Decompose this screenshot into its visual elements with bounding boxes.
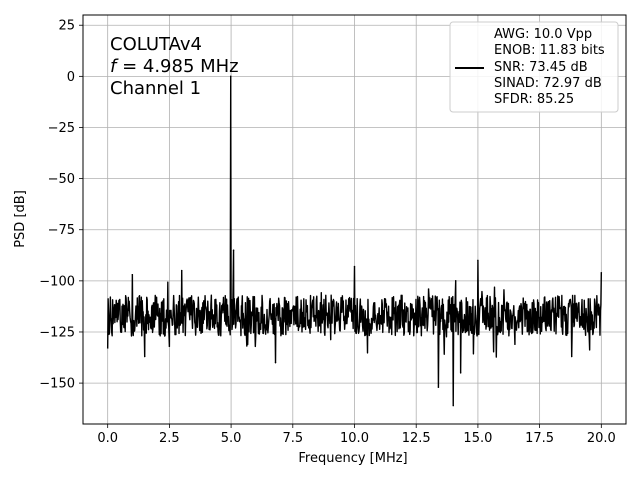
x-tick-label: 20.0 xyxy=(587,431,616,446)
peak-point xyxy=(353,265,356,268)
dip-point xyxy=(571,355,573,358)
y-tick-label: −125 xyxy=(39,325,75,340)
x-axis-label: Frequency [MHz] xyxy=(298,451,407,466)
dip-point xyxy=(514,343,516,345)
x-tick-label: 17.5 xyxy=(525,431,554,446)
peak-point xyxy=(232,249,235,251)
x-tick-label: 10.0 xyxy=(340,431,369,446)
peak-point xyxy=(181,269,183,272)
x-tick-label: 7.5 xyxy=(282,431,303,446)
y-axis-ticks: 25 0 −25 −50 −75 −100 −125 −150 xyxy=(39,19,83,392)
peak-point xyxy=(600,271,603,274)
peak-point xyxy=(230,75,232,78)
annotation-line-2: f = 4.985 MHz xyxy=(110,56,239,77)
legend-entry-awg: AWG: 10.0 Vpp xyxy=(494,27,592,42)
legend-box xyxy=(449,21,619,113)
series-area xyxy=(106,75,603,407)
dip-point xyxy=(437,386,440,388)
y-tick-label: −150 xyxy=(39,377,75,392)
peak-point xyxy=(427,288,430,290)
y-tick-label: −100 xyxy=(39,274,75,289)
annotation-line-3: Channel 1 xyxy=(110,78,201,99)
annotation-italic-f: f xyxy=(110,56,119,77)
x-tick-label: 0.0 xyxy=(97,431,118,446)
legend-entry-snr: SNR: 73.45 dB xyxy=(494,60,588,75)
x-axis-ticks: 0.0 2.5 5.0 7.5 10.0 12.5 15.0 17.5 20.0 xyxy=(97,424,616,446)
y-tick-label: 25 xyxy=(58,19,75,34)
y-tick-label: 0 xyxy=(67,70,75,85)
x-tick-label: 15.0 xyxy=(463,431,492,446)
y-tick-label: −50 xyxy=(48,172,75,187)
peak-point xyxy=(477,259,479,262)
peak-point xyxy=(454,280,457,282)
legend: AWG: 10.0 Vpp ENOB: 11.83 bits SNR: 73.4… xyxy=(449,21,619,113)
dip-point xyxy=(144,355,146,358)
peak-point xyxy=(131,274,134,276)
legend-entry-sfdr: SFDR: 85.25 xyxy=(494,92,574,107)
y-tick-label: −75 xyxy=(48,223,75,238)
y-axis-label: PSD [dB] xyxy=(13,190,28,248)
dip-point xyxy=(459,372,462,374)
x-tick-label: 2.5 xyxy=(159,431,180,446)
annotation-text: COLUTAv4 f = 4.985 MHz Channel 1 xyxy=(110,34,239,99)
dip-point xyxy=(274,361,277,364)
legend-entry-enob: ENOB: 11.83 bits xyxy=(494,43,605,58)
legend-entry-sinad: SINAD: 72.97 dB xyxy=(494,76,602,91)
dip-point xyxy=(168,345,171,347)
y-tick-label: −25 xyxy=(48,121,75,136)
annotation-line-1: COLUTAv4 xyxy=(110,34,202,55)
annotation-frequency: = 4.985 MHz xyxy=(116,56,238,77)
dip-point xyxy=(452,404,454,407)
x-tick-label: 12.5 xyxy=(402,431,431,446)
x-tick-label: 5.0 xyxy=(221,431,242,446)
